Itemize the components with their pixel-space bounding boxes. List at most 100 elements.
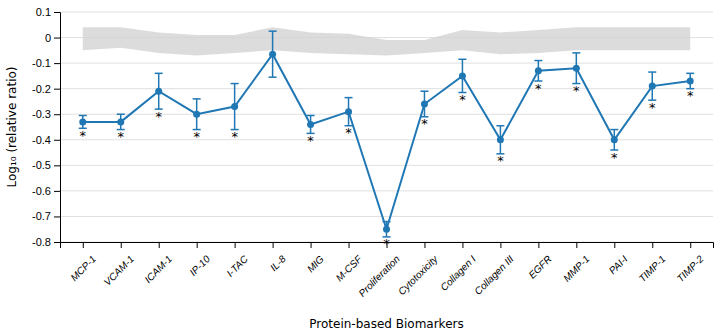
x-tick: IP-10 (187, 242, 212, 278)
error-cap (193, 98, 201, 100)
x-tick-label: ICAM-1 (142, 253, 174, 285)
y-tick: -0.5 (32, 159, 60, 171)
y-tick: 0.1 (36, 6, 60, 18)
y-tick-mark (54, 63, 60, 64)
grid-line (60, 63, 713, 64)
grid-line (60, 165, 713, 166)
y-tick-label: 0 (45, 32, 51, 44)
x-tick-label: Collagen I (438, 253, 478, 293)
x-tick: Collagen I (438, 242, 478, 293)
error-cap (420, 90, 428, 92)
y-tick: -0.7 (32, 210, 60, 222)
line (83, 54, 690, 229)
x-tick-mark (500, 242, 501, 248)
markers (79, 51, 693, 233)
point (573, 65, 580, 72)
x-tick: MIG (305, 242, 326, 274)
significance-mark: * (573, 83, 580, 98)
point (307, 121, 314, 128)
y-tick-mark (54, 191, 60, 192)
y-axis-title: Log₁₀ (relative ratio) (5, 67, 19, 188)
y-tick-mark (54, 242, 60, 243)
error-cap (307, 115, 315, 117)
x-tick-mark (462, 242, 463, 248)
significance-mark: * (155, 109, 162, 124)
significance-mark: * (611, 150, 618, 165)
y-tick-label: -0.7 (32, 210, 51, 222)
x-tick-label: Collagen III (472, 253, 516, 297)
error-cap (269, 30, 277, 32)
y-tick-mark (54, 12, 60, 13)
y-tick-label: -0.5 (32, 159, 51, 171)
x-tick-label: EGFR (526, 253, 553, 280)
x-tick-mark (538, 242, 539, 248)
significance-mark: * (193, 129, 200, 144)
x-tick: I-TAC (224, 242, 250, 279)
confidence-band (83, 27, 690, 55)
x-tick: PAI-I (607, 242, 630, 276)
grid-line (60, 216, 713, 217)
point (687, 78, 694, 85)
x-tick-label: TIMP-2 (675, 253, 706, 284)
y-tick-mark (54, 38, 60, 39)
x-tick-label: TIMP-1 (637, 253, 668, 284)
significance-marks: **************** (80, 81, 694, 252)
x-tick-mark (424, 242, 425, 248)
x-tick-label: Proliferation (356, 253, 402, 299)
chart: 0.10-0.1-0.2-0.3-0.4-0.5-0.6-0.7-0.8MCP-… (0, 0, 725, 334)
error-cap (155, 73, 163, 75)
y-tick-label: -0.8 (32, 236, 51, 248)
error-cap (231, 83, 239, 85)
x-tick: ICAM-1 (142, 242, 174, 285)
point (193, 111, 200, 118)
y-tick-mark (54, 140, 60, 141)
x-tick-mark (349, 242, 350, 248)
grid-line (60, 12, 713, 13)
x-tick-label: MCP-1 (68, 253, 98, 283)
error-cap (345, 97, 353, 99)
y-tick-label: -0.3 (32, 108, 51, 120)
significance-mark: * (307, 133, 314, 148)
x-tick-label: M-CSF (334, 253, 365, 284)
point (649, 83, 656, 90)
point (459, 72, 466, 79)
point (383, 226, 390, 233)
grid (60, 12, 713, 242)
y-tick-mark (54, 114, 60, 115)
x-tick-mark (614, 242, 615, 248)
x-tick: TIMP-2 (675, 242, 706, 284)
x-tick-mark (121, 242, 122, 248)
y-tick-label: -0.4 (32, 134, 51, 146)
x-tick-mark (273, 242, 274, 248)
y-tick: -0.2 (32, 83, 60, 95)
x-tick-mark (197, 242, 198, 248)
error-bars (79, 31, 694, 237)
plot-area: 0.10-0.1-0.2-0.3-0.4-0.5-0.6-0.7-0.8MCP-… (32, 6, 713, 299)
significance-mark: * (80, 128, 87, 143)
y-tick-mark (54, 165, 60, 166)
x-tick: MCP-1 (68, 242, 98, 283)
x-tick-label: I-TAC (224, 253, 250, 279)
point (535, 67, 542, 74)
y-tick-mark (54, 89, 60, 90)
x-tick-label: IP-10 (187, 253, 212, 278)
error-cap (572, 52, 580, 54)
significance-mark: * (231, 129, 238, 144)
y-tick: -0.8 (32, 236, 60, 248)
point (231, 103, 238, 110)
y-tick: -0.3 (32, 108, 60, 120)
error-cap (496, 125, 504, 127)
x-tick: M-CSF (334, 242, 365, 283)
x-tick: Cytotoxicity (396, 242, 441, 297)
y-tick-label: 0.1 (36, 6, 51, 18)
x-tick-mark (690, 242, 691, 248)
x-tick-mark (576, 242, 577, 248)
y-tick: 0 (45, 32, 60, 44)
y-tick-mark (54, 216, 60, 217)
point (79, 118, 86, 125)
y-tick-label: -0.6 (32, 185, 51, 197)
x-tick-label: Cytotoxicity (396, 253, 441, 298)
significance-mark: * (117, 129, 124, 144)
y-tick: -0.4 (32, 134, 60, 146)
point (421, 101, 428, 108)
